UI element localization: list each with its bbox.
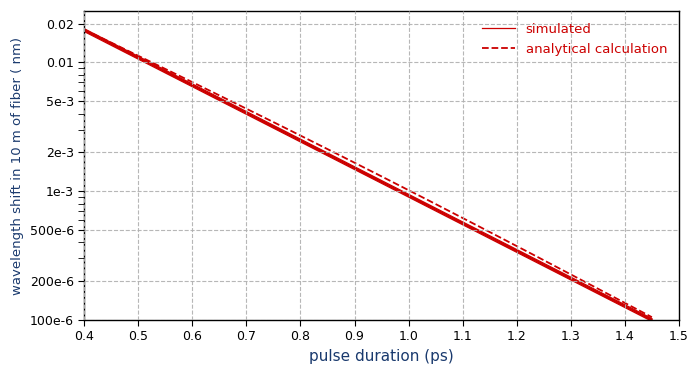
Legend: simulated, analytical calculation: simulated, analytical calculation xyxy=(477,18,673,61)
simulated xyxy=(442,213,450,217)
simulated xyxy=(410,196,418,201)
simulated xyxy=(115,46,123,50)
analytical calculation xyxy=(410,190,418,195)
analytical calculation xyxy=(510,243,519,247)
simulated xyxy=(80,28,88,32)
analytical calculation xyxy=(425,198,433,203)
X-axis label: pulse duration (ps): pulse duration (ps) xyxy=(309,349,454,364)
analytical calculation xyxy=(80,27,88,32)
simulated xyxy=(648,318,656,322)
simulated xyxy=(425,204,433,208)
simulated xyxy=(510,248,519,252)
analytical calculation xyxy=(115,44,123,49)
Line: analytical calculation: analytical calculation xyxy=(84,30,652,317)
analytical calculation xyxy=(569,273,577,278)
Line: simulated: simulated xyxy=(84,30,652,320)
simulated xyxy=(569,278,577,282)
analytical calculation xyxy=(442,207,450,212)
Y-axis label: wavelength shift in 10 m of fiber ( nm): wavelength shift in 10 m of fiber ( nm) xyxy=(11,36,24,294)
analytical calculation xyxy=(648,315,656,320)
